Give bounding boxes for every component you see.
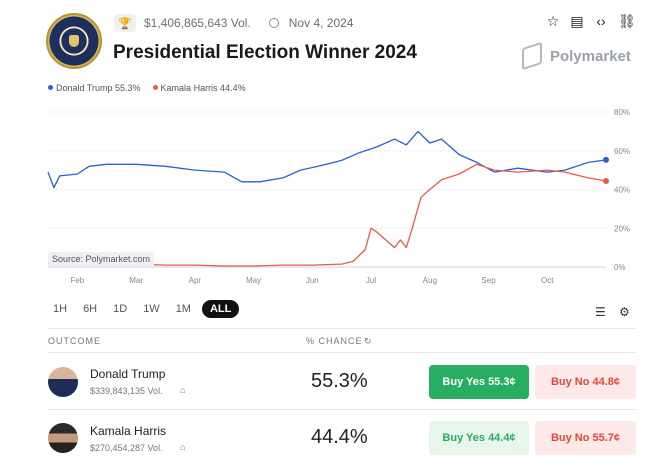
range-1d[interactable]: 1D	[113, 303, 128, 315]
legend-dot-icon	[152, 85, 158, 90]
embed-code-icon[interactable]: ‹›	[596, 13, 606, 29]
trophy-icon: 🏆	[114, 14, 136, 32]
buy-yes-button[interactable]: Buy Yes 44.4¢	[429, 421, 529, 455]
outcome-header: OUTCOME	[48, 336, 101, 346]
polymarket-brand: Polymarket	[522, 41, 631, 71]
x-tick-label: Jul	[366, 276, 376, 285]
series-line-trump	[47, 130, 607, 189]
chance-header: % CHANCE	[306, 336, 363, 346]
outcome-chance: 55.3%	[311, 370, 368, 392]
outcome-name: Kamala Harris	[90, 424, 167, 438]
buy-no-button[interactable]: Buy No 55.7¢	[535, 421, 636, 455]
legend-item-harris: Kamala Harris 44.4%	[152, 83, 246, 93]
range-1h[interactable]: 1H	[53, 303, 68, 315]
buy-yes-button[interactable]: Buy Yes 55.3¢	[429, 365, 529, 399]
price-history-chart: 0% 20% 40% 60% 80% Feb Mar Apr May Jun Jul Aug Sep Oc…	[47, 108, 630, 285]
legend-item-trump: Donald Trump 55.3%	[48, 83, 141, 93]
link-icon[interactable]: ⛓	[618, 13, 636, 29]
x-tick-label: May	[246, 276, 261, 285]
star-icon[interactable]: ☆	[546, 13, 560, 29]
avatar	[48, 423, 78, 453]
range-1w[interactable]: 1W	[143, 303, 160, 315]
polymarket-logo-icon	[522, 41, 542, 71]
x-tick-label: Mar	[129, 276, 143, 285]
document-icon[interactable]: ▤	[570, 13, 584, 29]
market-meta: 🏆 $1,406,865,643 Vol. Nov 4, 2024	[114, 14, 353, 32]
x-tick-label: Aug	[423, 276, 437, 285]
legend-label: Kamala Harris 44.4%	[160, 83, 246, 93]
range-all[interactable]: ALL	[201, 300, 240, 318]
gift-icon: ⌂	[180, 385, 186, 395]
chart-legend: Donald Trump 55.3% Kamala Harris 44.4%	[48, 83, 246, 93]
buy-no-button[interactable]: Buy No 44.8¢	[535, 365, 636, 399]
x-tick-label: Apr	[189, 276, 202, 285]
range-1m[interactable]: 1M	[175, 303, 191, 315]
y-tick-label: 40%	[614, 186, 630, 195]
page-title: Presidential Election Winner 2024	[113, 42, 417, 63]
y-tick-label: 60%	[614, 147, 630, 156]
range-6h[interactable]: 6H	[83, 303, 98, 315]
series-line-harris	[48, 163, 607, 267]
gift-icon: ⌂	[180, 442, 186, 452]
series-end-point	[603, 177, 609, 184]
divider	[48, 352, 636, 353]
divider	[48, 328, 636, 329]
divider	[48, 409, 636, 410]
top-actions: ☆ ▤ ‹› ⛓	[546, 13, 636, 30]
time-range-selector: 1H 6H 1D 1W 1M ALL	[48, 300, 240, 318]
x-tick-label: Jun	[306, 276, 319, 285]
x-tick-label: Feb	[70, 276, 84, 285]
legend-label: Donald Trump 55.3%	[56, 83, 141, 93]
sliders-icon[interactable]: ☰	[595, 305, 606, 319]
gear-icon[interactable]: ⚙	[619, 305, 630, 319]
avatar	[48, 367, 78, 397]
y-tick-label: 0%	[614, 263, 626, 272]
outcome-volume: $339,843,135 Vol.	[90, 386, 163, 396]
outcome-chance: 44.4%	[311, 426, 368, 448]
x-tick-label: Sep	[481, 276, 496, 285]
chart-source-label: Source: Polymarket.com	[48, 252, 155, 266]
presidential-seal-logo	[46, 13, 102, 69]
clock-icon	[268, 18, 279, 28]
outcome-name: Donald Trump	[90, 367, 166, 381]
market-volume: $1,406,865,643 Vol.	[144, 16, 251, 30]
y-tick-label: 20%	[614, 224, 630, 233]
y-tick-label: 80%	[614, 108, 630, 117]
outcome-volume: $270,454,287 Vol.	[90, 443, 163, 453]
x-tick-label: Oct	[541, 276, 554, 285]
series-end-point	[603, 156, 609, 163]
market-end-date: Nov 4, 2024	[288, 16, 354, 30]
refresh-icon[interactable]: ↻	[364, 336, 372, 346]
legend-dot-icon	[48, 85, 53, 90]
brand-name: Polymarket	[550, 47, 631, 65]
